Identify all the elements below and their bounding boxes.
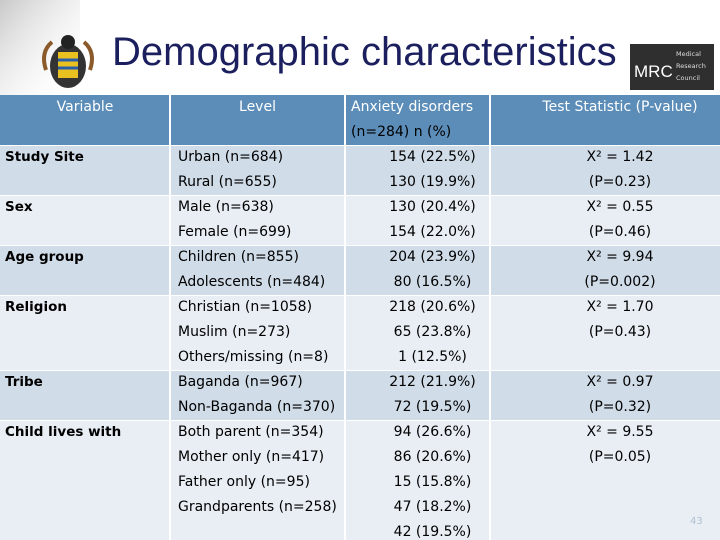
anxiety-cell: 86 (20.6%) xyxy=(393,449,472,465)
anxiety-cell: 94 (26.6%) xyxy=(393,424,472,440)
level-cell: Christian (n=1058) xyxy=(178,299,313,315)
level-cell: Baganda (n=967) xyxy=(178,374,303,390)
anxiety-cell: 1 (12.5%) xyxy=(398,349,467,365)
level-cell: Female (n=699) xyxy=(178,224,292,240)
level-cell: Non-Baganda (n=370) xyxy=(178,399,336,415)
header-cell: (n=284) n (%) xyxy=(351,124,452,140)
level-cell: Both parent (n=354) xyxy=(178,424,324,440)
level-cell: Children (n=855) xyxy=(178,249,299,265)
anxiety-cell: 42 (19.5%) xyxy=(393,524,472,540)
stat-cell: (P=0.23) xyxy=(588,174,652,190)
table-row xyxy=(0,145,720,196)
stat-cell: X² = 9.94 xyxy=(586,249,654,265)
table-row xyxy=(0,245,720,296)
anxiety-cell: 130 (19.9%) xyxy=(389,174,476,190)
stat-cell: (P=0.43) xyxy=(588,324,652,340)
anxiety-cell: 154 (22.5%) xyxy=(389,149,476,165)
level-cell: Father only (n=95) xyxy=(178,474,310,490)
anxiety-cell: 72 (19.5%) xyxy=(393,399,472,415)
header-cell: Anxiety disorders xyxy=(351,99,474,115)
table-row xyxy=(0,370,720,421)
anxiety-cell: 65 (23.8%) xyxy=(393,324,472,340)
column-separator xyxy=(489,95,491,540)
level-cell: Mother only (n=417) xyxy=(178,449,325,465)
anxiety-cell: 204 (23.9%) xyxy=(389,249,476,265)
anxiety-cell: 212 (21.9%) xyxy=(389,374,476,390)
page-number: 43 xyxy=(690,516,703,527)
column-separator xyxy=(169,95,171,540)
stat-cell: X² = 0.55 xyxy=(586,199,654,215)
mrc-logo: MRC Medical Research Council xyxy=(630,44,714,90)
level-cell: Others/missing (n=8) xyxy=(178,349,329,365)
level-cell: Muslim (n=273) xyxy=(178,324,291,340)
level-cell: Rural (n=655) xyxy=(178,174,277,190)
logo-text: Medical Research Council xyxy=(676,48,706,84)
column-separator xyxy=(344,95,346,540)
level-cell: Male (n=638) xyxy=(178,199,274,215)
anxiety-cell: 218 (20.6%) xyxy=(389,299,476,315)
coat-of-arms xyxy=(42,35,94,88)
table-row xyxy=(0,195,720,246)
stat-cell: X² = 1.42 xyxy=(586,149,654,165)
level-cell: Urban (n=684) xyxy=(178,149,284,165)
stat-cell: (P=0.05) xyxy=(588,449,652,465)
table-row xyxy=(0,420,720,540)
stat-cell: (P=0.32) xyxy=(588,399,652,415)
header-row xyxy=(0,95,720,145)
logo-line: Medical xyxy=(676,50,701,58)
anxiety-cell: 47 (18.2%) xyxy=(393,499,472,515)
corner-decoration xyxy=(0,0,94,95)
header-cell: Level xyxy=(239,99,276,115)
anxiety-cell: 154 (22.0%) xyxy=(389,224,476,240)
logo-line: Council xyxy=(676,74,700,82)
stat-cell: X² = 1.70 xyxy=(586,299,654,315)
anxiety-cell: 80 (16.5%) xyxy=(393,274,472,290)
variable-cell: Age group xyxy=(5,249,84,265)
stat-cell: X² = 9.55 xyxy=(586,424,654,440)
anxiety-cell: 15 (15.8%) xyxy=(393,474,472,490)
variable-cell: Child lives with xyxy=(5,424,122,440)
header-cell: Test Statistic (P-value) xyxy=(542,99,698,115)
level-cell: Grandparents (n=258) xyxy=(178,499,337,515)
stat-cell: (P=0.002) xyxy=(584,274,656,290)
slide-title: Demographic characteristics xyxy=(112,30,617,74)
header-cell: Variable xyxy=(56,99,114,115)
stat-cell: X² = 0.97 xyxy=(586,374,654,390)
table-row xyxy=(0,295,720,371)
logo-line: Research xyxy=(676,62,706,70)
stat-cell: (P=0.46) xyxy=(588,224,652,240)
level-cell: Adolescents (n=484) xyxy=(178,274,326,290)
variable-cell: Sex xyxy=(5,199,33,215)
variable-cell: Religion xyxy=(5,299,67,315)
variable-cell: Tribe xyxy=(5,374,43,390)
variable-cell: Study Site xyxy=(5,149,84,165)
anxiety-cell: 130 (20.4%) xyxy=(389,199,476,215)
logo-mark: MRC xyxy=(634,62,673,81)
